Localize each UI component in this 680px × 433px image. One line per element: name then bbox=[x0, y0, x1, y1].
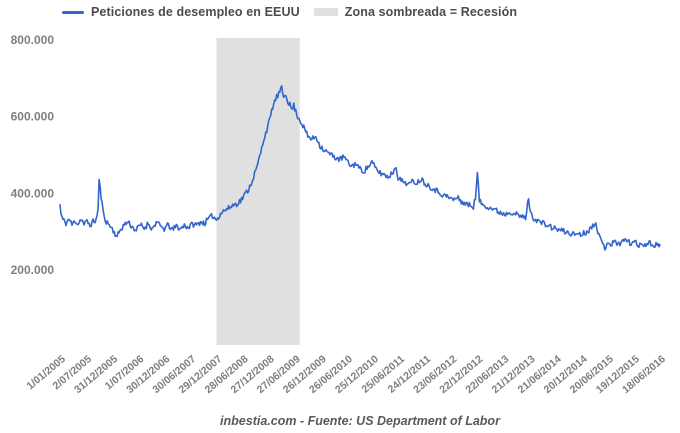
legend-item-series[interactable]: Peticiones de desempleo en EEUU bbox=[62, 5, 300, 19]
series-legend-label: Peticiones de desempleo en EEUU bbox=[91, 5, 300, 19]
source-credit: inbestia.com - Fuente: US Department of … bbox=[220, 414, 500, 428]
y-axis-tick-label: 600.000 bbox=[11, 110, 55, 124]
recession-legend-label: Zona sombreada = Recesión bbox=[344, 5, 518, 19]
recession-band-swatch bbox=[313, 8, 338, 16]
chart-legend: Peticiones de desempleo en EEUU Zona som… bbox=[62, 5, 517, 19]
legend-item-recession[interactable]: Zona sombreada = Recesión bbox=[313, 5, 518, 19]
claims-line-series bbox=[59, 85, 661, 251]
y-axis-tick-label: 800.000 bbox=[11, 33, 55, 47]
recession-shaded-band bbox=[216, 38, 300, 345]
y-axis-tick-label: 400.000 bbox=[11, 186, 55, 200]
y-axis-tick-label: 200.000 bbox=[11, 263, 55, 277]
series-line-swatch bbox=[62, 10, 84, 14]
